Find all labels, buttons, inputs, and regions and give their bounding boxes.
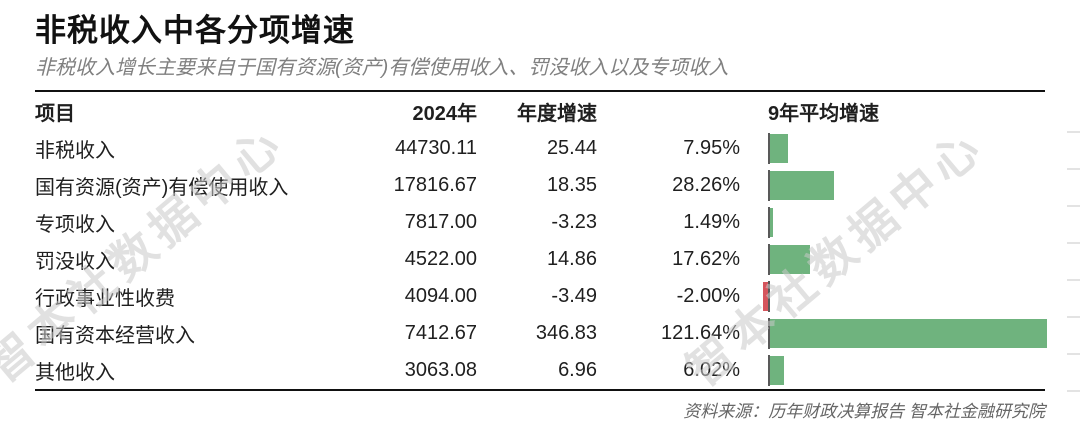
data-table: 项目 2024年 年度增速 9年平均增速 非税收入 44730.11 25.44… <box>35 90 1047 391</box>
table-rows: 非税收入 44730.11 25.44 7.95% 国有资源(资产)有偿使用收入… <box>35 130 1047 389</box>
row-avg9y-pct: -2.00% <box>676 285 740 307</box>
row-item-label: 国有资本经营收入 <box>35 325 195 347</box>
row-avg9y-pct: 28.26% <box>672 174 740 196</box>
table-row: 行政事业性收费 4094.00 -3.49 -2.00% <box>35 278 1045 315</box>
row-annual-growth: 14.86 <box>546 248 597 270</box>
bar-baseline <box>768 244 770 275</box>
avg-growth-bar <box>770 134 789 163</box>
row-2024-value: 17816.67 <box>393 174 477 196</box>
row-2024-value: 3063.08 <box>404 359 477 381</box>
table-row: 罚没收入 4522.00 14.86 17.62% <box>35 241 1045 278</box>
page-title: 非税收入中各分项增速 <box>35 13 355 48</box>
bar-cell <box>768 241 1045 278</box>
bar-baseline <box>768 133 770 164</box>
row-item-label: 国有资源(资产)有偿使用收入 <box>35 177 289 199</box>
bar-cell <box>763 278 1045 315</box>
row-annual-growth: -3.23 <box>551 211 597 233</box>
row-2024-value: 44730.11 <box>395 137 477 159</box>
bar-baseline <box>768 170 770 201</box>
bar-cell <box>768 315 1047 352</box>
page-subtitle: 非税收入增长主要来自于国有资源(资产)有偿使用收入、罚没收入以及专项收入 <box>35 57 729 79</box>
row-item-label: 罚没收入 <box>35 251 115 273</box>
bar-baseline <box>768 318 770 349</box>
bar-baseline <box>768 281 770 312</box>
right-edge-ticks <box>1067 131 1080 393</box>
header-item: 项目 <box>35 102 75 125</box>
table-row: 专项收入 7817.00 -3.23 1.49% <box>35 204 1045 241</box>
bar-cell <box>768 130 1045 167</box>
avg-growth-bar <box>770 245 811 274</box>
bar-cell <box>768 204 1045 241</box>
bar-baseline <box>768 355 770 386</box>
row-annual-growth: 6.96 <box>558 359 597 381</box>
header-avg9y-growth: 9年平均增速 <box>768 102 880 125</box>
avg-growth-bar <box>770 356 784 385</box>
source-note: 资料来源：历年财政决算报告 智本社金融研究院 <box>683 402 1045 421</box>
row-avg9y-pct: 7.95% <box>683 137 740 159</box>
row-item-label: 其他收入 <box>35 362 115 384</box>
row-avg9y-pct: 1.49% <box>683 211 740 233</box>
bar-cell <box>768 352 1045 389</box>
row-2024-value: 7412.67 <box>404 322 477 344</box>
row-item-label: 非税收入 <box>35 140 115 162</box>
row-annual-growth: 18.35 <box>546 174 597 196</box>
row-annual-growth: 346.83 <box>535 322 597 344</box>
row-annual-growth: 25.44 <box>546 137 597 159</box>
row-2024-value: 4094.00 <box>404 285 477 307</box>
avg-growth-bar <box>770 208 774 237</box>
avg-growth-bar <box>770 319 1047 348</box>
row-2024-value: 4522.00 <box>404 248 477 270</box>
table-row: 其他收入 3063.08 6.96 6.02% <box>35 352 1045 389</box>
header-2024: 2024年 <box>412 102 478 125</box>
row-avg9y-pct: 121.64% <box>661 322 740 344</box>
row-avg9y-pct: 17.62% <box>672 248 740 270</box>
row-annual-growth: -3.49 <box>551 285 597 307</box>
bar-cell <box>768 167 1045 204</box>
avg-growth-bar <box>770 171 835 200</box>
avg-growth-bar <box>763 282 768 311</box>
table-row: 非税收入 44730.11 25.44 7.95% <box>35 130 1045 167</box>
row-item-label: 行政事业性收费 <box>35 288 175 310</box>
table-row: 国有资本经营收入 7412.67 346.83 121.64% <box>35 315 1047 352</box>
header-annual-growth: 年度增速 <box>517 102 597 125</box>
row-avg9y-pct: 6.02% <box>683 359 740 381</box>
row-item-label: 专项收入 <box>35 214 115 236</box>
table-header-row: 项目 2024年 年度增速 9年平均增速 <box>35 92 1045 130</box>
row-2024-value: 7817.00 <box>404 211 477 233</box>
table-row: 国有资源(资产)有偿使用收入 17816.67 18.35 28.26% <box>35 167 1045 204</box>
bar-baseline <box>768 207 770 238</box>
